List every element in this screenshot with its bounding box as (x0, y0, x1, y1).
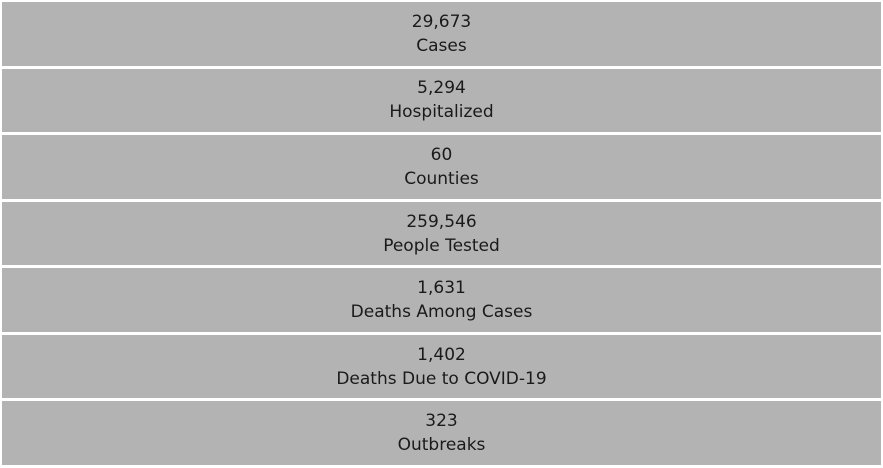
stat-label: Hospitalized (389, 102, 494, 123)
stat-value: 5,294 (417, 78, 466, 99)
stat-value: 29,673 (411, 11, 472, 32)
stat-label: Counties (404, 168, 479, 189)
stat-tile: 5,294 Hospitalized (2, 68, 881, 133)
stat-value: 259,546 (406, 211, 477, 232)
stat-label: Deaths Among Cases (350, 302, 533, 323)
stat-value: 60 (430, 144, 453, 165)
stat-tile: 1,631 Deaths Among Cases (2, 268, 881, 332)
stat-value: 1,631 (417, 278, 466, 299)
stat-tile: 60 Counties (2, 135, 881, 199)
stat-tile: 1,402 Deaths Due to COVID-19 (2, 334, 881, 399)
stat-value: 1,402 (417, 344, 466, 365)
stat-label: People Tested (383, 235, 500, 256)
stat-label: Deaths Due to COVID-19 (336, 368, 547, 389)
stat-tile: 323 Outbreaks (2, 401, 881, 466)
stat-tile: 259,546 People Tested (2, 201, 881, 266)
stat-tile: 29,673 Cases (2, 2, 881, 66)
stat-label: Cases (416, 35, 467, 56)
stat-label: Outbreaks (397, 435, 486, 456)
stat-value: 323 (425, 411, 458, 432)
